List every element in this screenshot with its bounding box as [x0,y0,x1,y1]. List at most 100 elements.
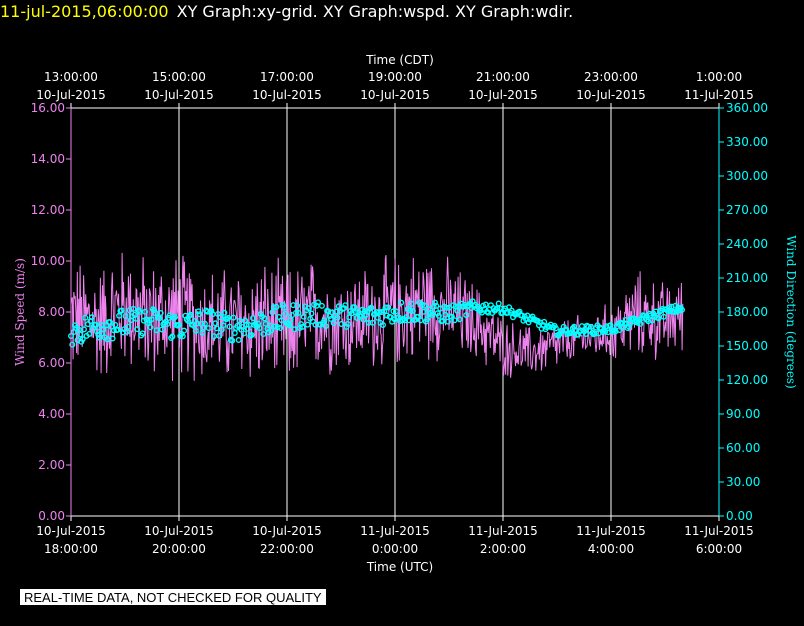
wdir-marker [304,321,311,328]
wdir-marker [420,308,427,315]
wdir-marker [142,308,149,315]
wdir-marker [171,314,178,321]
wdir-marker [294,302,301,309]
wdir-marker [181,327,188,334]
wdir-marker [229,337,236,344]
wdir-marker [406,317,413,324]
top-tick-time: 21:00:00 [476,70,530,84]
bottom-tick-date: 10-Jul-2015 [144,524,214,538]
wdir-marker [156,315,163,322]
bottom-tick-date: 11-Jul-2015 [360,524,430,538]
bottom-axis-title: Time (UTC) [366,560,433,574]
wdir-marker [679,306,686,313]
wdir-marker [429,312,436,319]
wdir-marker [328,315,335,322]
wdir-marker [216,332,223,339]
wdir-marker [322,323,329,330]
wdir-marker [88,314,95,321]
wdir-marker [147,324,154,331]
bottom-tick-time: 20:00:00 [152,542,206,556]
wdir-marker [234,322,241,329]
wdir-marker [582,331,589,338]
wdir-marker [671,309,678,316]
top-tick-date: 11-Jul-2015 [684,88,754,102]
wdir-marker [525,319,532,326]
wdir-marker [305,305,312,312]
wdir-marker [118,307,125,314]
wdir-marker [175,321,182,328]
right-tick-label: 210.00 [726,271,768,285]
wdir-marker [106,319,113,326]
left-axis-title: Wind Speed (m/s) [13,258,27,366]
wdir-marker [205,325,212,332]
wdir-marker [446,304,453,311]
wdir-marker [368,304,375,311]
top-tick-time: 1:00:00 [696,70,742,84]
wdir-marker [158,326,165,333]
bottom-tick-date: 11-Jul-2015 [684,524,754,538]
wdir-marker [541,318,548,325]
wdir-marker [240,330,247,337]
right-tick-label: 150.00 [726,339,768,353]
wdir-marker [249,315,256,322]
wdir-marker [122,313,129,320]
bottom-tick-date: 10-Jul-2015 [36,524,106,538]
wdir-marker [184,317,191,324]
wdir-marker [330,320,337,327]
wdir-marker [157,310,164,317]
right-tick-label: 0.00 [726,509,753,523]
timestamp: 11-jul-2015,06:00:00 [0,2,169,21]
wdir-marker [139,330,146,337]
wdir-marker [268,327,275,334]
wdir-marker [408,300,415,307]
wdir-marker [433,302,440,309]
wdir-marker [376,309,383,316]
bottom-tick-time: 18:00:00 [44,542,98,556]
wdir-marker [495,300,502,307]
wdir-marker [363,311,370,318]
wdir-marker [260,331,267,338]
right-tick-label: 240.00 [726,237,768,251]
wdir-marker [291,326,298,333]
wdir-marker [552,325,559,332]
wdir-marker [300,313,307,320]
bottom-tick-time: 6:00:00 [696,542,742,556]
wdir-marker [295,309,302,316]
wdir-marker [248,332,255,339]
wdir-marker [80,326,87,333]
bottom-tick-time: 2:00:00 [480,542,526,556]
top-tick-date: 10-Jul-2015 [36,88,106,102]
wdir-marker [114,326,121,333]
wdir-marker [344,321,351,328]
right-tick-label: 120.00 [726,373,768,387]
wdir-marker [334,314,341,321]
wdir-marker [385,304,392,311]
wdir-marker [273,303,280,310]
wdir-marker [571,323,578,330]
wdir-marker [318,302,325,309]
bottom-tick-time: 4:00:00 [588,542,634,556]
graph-names: XY Graph:xy-grid. XY Graph:wspd. XY Grap… [176,2,574,21]
left-tick-label: 4.00 [38,407,65,421]
wdir-marker [321,317,328,324]
wdir-marker [148,316,155,323]
wdir-marker [82,314,89,321]
wdir-marker [417,317,424,324]
left-tick-label: 0.00 [38,509,65,523]
wdir-marker [369,319,376,326]
wdir-marker [187,311,194,318]
bottom-tick-date: 10-Jul-2015 [252,524,322,538]
wdir-marker [213,325,220,332]
left-tick-label: 14.00 [31,152,65,166]
top-axis-title: Time (CDT) [365,53,434,67]
wdir-marker [164,321,171,328]
wdir-marker [199,329,206,336]
wdir-marker [93,328,100,335]
wdir-marker [655,315,662,322]
left-tick-label: 2.00 [38,458,65,472]
wdir-marker [308,310,315,317]
series-layer [67,252,686,381]
wdir-marker [217,314,224,321]
wdir-marker [637,320,644,327]
wdir-marker [341,305,348,312]
